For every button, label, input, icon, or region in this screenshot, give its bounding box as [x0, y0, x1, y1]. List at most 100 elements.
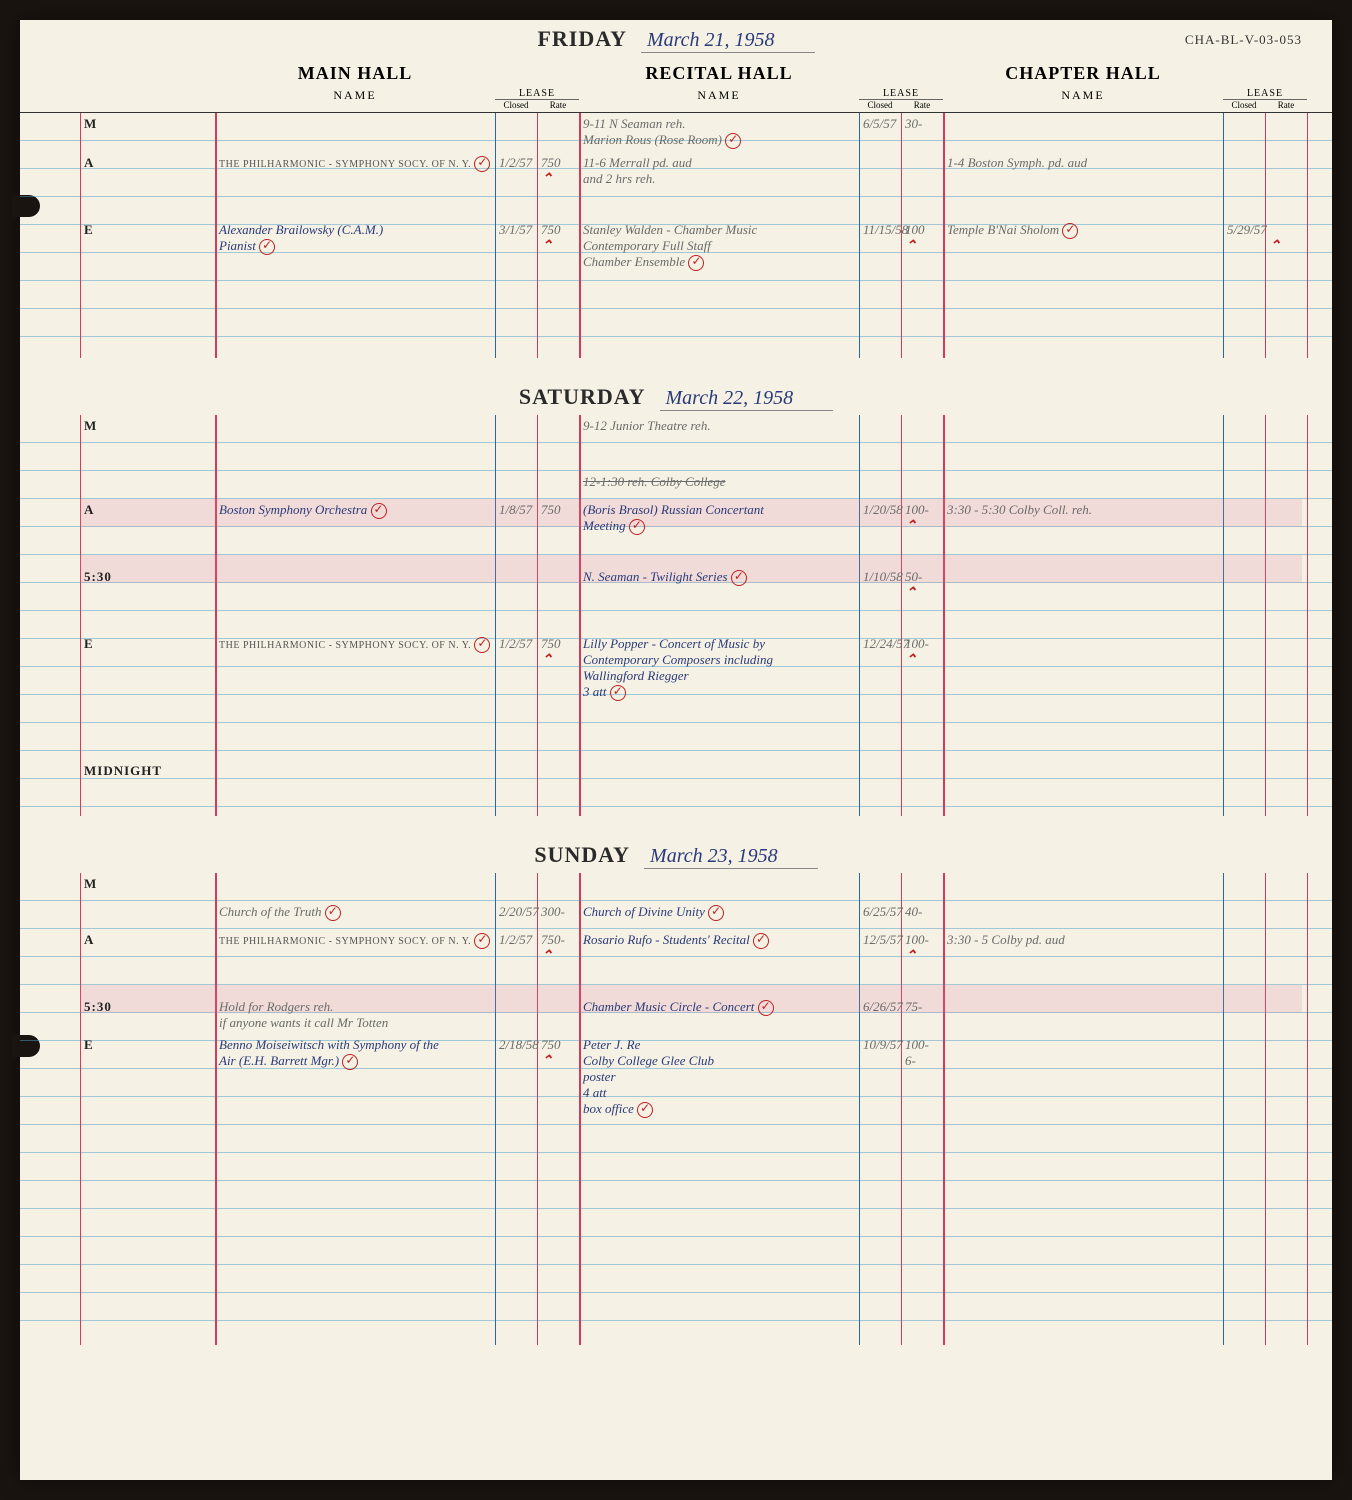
- main-closed: [495, 415, 537, 443]
- chapter-name-cell: [943, 996, 1223, 1034]
- chapter-rate: [1265, 1034, 1307, 1121]
- main-name-cell: THE PHILHARMONIC - SYMPHONY SOCY. OF N. …: [215, 633, 495, 704]
- chapter-name-cell: [943, 1149, 1223, 1177]
- main-name-cell: [215, 330, 495, 358]
- recital-closed: [859, 471, 901, 499]
- ledger-row: [20, 191, 1332, 219]
- main-rate: [537, 996, 579, 1034]
- recital-name-cell: [579, 1261, 859, 1289]
- main-closed: [495, 1261, 537, 1289]
- ledger-row: [20, 274, 1332, 302]
- time-label: A: [80, 499, 215, 538]
- recital-closed: [859, 873, 901, 901]
- main-closed: [495, 302, 537, 330]
- main-rate: [537, 415, 579, 443]
- main-name-cell: [215, 1205, 495, 1233]
- recital-closed: [859, 443, 901, 471]
- main-name-cell: [215, 113, 495, 152]
- main-rate: [537, 302, 579, 330]
- recital-closed: [859, 968, 901, 996]
- main-rate: [537, 113, 579, 152]
- time-label: MIDNIGHT: [80, 760, 215, 788]
- main-rate: 750⌃: [537, 1034, 579, 1121]
- chapter-closed: 5/29/57: [1223, 219, 1265, 274]
- main-name-cell: [215, 605, 495, 633]
- chapter-rate: [1265, 732, 1307, 760]
- chapter-name-cell: [943, 1317, 1223, 1345]
- recital-rate: 100-⌃: [901, 499, 943, 538]
- chapter-rate: [1265, 704, 1307, 732]
- verify-mark: [758, 1000, 774, 1016]
- chapter-name-cell: [943, 302, 1223, 330]
- chapter-name-cell: [943, 788, 1223, 816]
- recital-rate: [901, 274, 943, 302]
- chapter-closed: [1223, 1205, 1265, 1233]
- ledger-row: 5:30N. Seaman - Twilight Series 1/10/585…: [20, 566, 1332, 605]
- chapter-closed: [1223, 1289, 1265, 1317]
- chapter-name-cell: [943, 538, 1223, 566]
- recital-closed: 11/15/58: [859, 219, 901, 274]
- recital-closed: 1/10/58: [859, 566, 901, 605]
- chapter-rate: [1265, 302, 1307, 330]
- verify-mark: [325, 905, 341, 921]
- recital-closed: [859, 1261, 901, 1289]
- chapter-closed: [1223, 1121, 1265, 1149]
- recital-closed: 6/26/57: [859, 996, 901, 1034]
- time-label: [80, 1177, 215, 1205]
- main-rate: [537, 1289, 579, 1317]
- time-label: [80, 191, 215, 219]
- main-name-cell: [215, 732, 495, 760]
- main-name-cell: [215, 443, 495, 471]
- verify-mark: [342, 1054, 358, 1070]
- recital-rate: [901, 1177, 943, 1205]
- main-rate: [537, 1149, 579, 1177]
- recital-name-cell: Chamber Music Circle - Concert: [579, 996, 859, 1034]
- chapter-closed: [1223, 302, 1265, 330]
- recital-rate: [901, 788, 943, 816]
- recital-rate: 40-: [901, 901, 943, 929]
- chapter-rate: [1265, 191, 1307, 219]
- recital-name-cell: [579, 443, 859, 471]
- ledger-row: ATHE PHILHARMONIC - SYMPHONY SOCY. OF N.…: [20, 152, 1332, 191]
- time-label: 5:30: [80, 996, 215, 1034]
- main-name-cell: THE PHILHARMONIC - SYMPHONY SOCY. OF N. …: [215, 929, 495, 968]
- chapter-rate: [1265, 566, 1307, 605]
- chapter-name-cell: [943, 1261, 1223, 1289]
- recital-closed: [859, 302, 901, 330]
- chapter-closed: [1223, 566, 1265, 605]
- chapter-closed: [1223, 1034, 1265, 1121]
- recital-rate: [901, 1289, 943, 1317]
- recital-name-cell: Lilly Popper - Concert of Music byContem…: [579, 633, 859, 704]
- chapter-closed: [1223, 191, 1265, 219]
- recital-closed: 12/5/57: [859, 929, 901, 968]
- recital-closed: 10/9/57: [859, 1034, 901, 1121]
- main-name-cell: THE PHILHARMONIC - SYMPHONY SOCY. OF N. …: [215, 152, 495, 191]
- time-label: [80, 732, 215, 760]
- recital-name-cell: [579, 732, 859, 760]
- main-closed: 2/20/57: [495, 901, 537, 929]
- ledger-row: ATHE PHILHARMONIC - SYMPHONY SOCY. OF N.…: [20, 929, 1332, 968]
- verify-mark: [708, 905, 724, 921]
- day-block: SUNDAYMarch 23, 1958MChurch of the Truth…: [20, 836, 1332, 1345]
- main-name-cell: [215, 471, 495, 499]
- chapter-rate: [1265, 152, 1307, 191]
- ledger-row: [20, 968, 1332, 996]
- chapter-name-cell: [943, 1289, 1223, 1317]
- chapter-rate: [1265, 1121, 1307, 1149]
- recital-closed: [859, 538, 901, 566]
- recital-name-cell: [579, 538, 859, 566]
- chapter-closed: [1223, 415, 1265, 443]
- chapter-name-cell: [943, 1034, 1223, 1121]
- time-label: [80, 538, 215, 566]
- chapter-rate: [1265, 1149, 1307, 1177]
- main-rate: 750⌃: [537, 633, 579, 704]
- ledger-row: [20, 1205, 1332, 1233]
- chapter-rate: [1265, 1261, 1307, 1289]
- main-rate: [537, 443, 579, 471]
- chapter-closed: [1223, 760, 1265, 788]
- ledger-page: CHA-BL-V-03-053 FRIDAYMarch 21, 1958MAIN…: [20, 20, 1332, 1480]
- main-rate: 750: [537, 499, 579, 538]
- recital-closed: [859, 788, 901, 816]
- main-rate: [537, 704, 579, 732]
- recital-rate: [901, 191, 943, 219]
